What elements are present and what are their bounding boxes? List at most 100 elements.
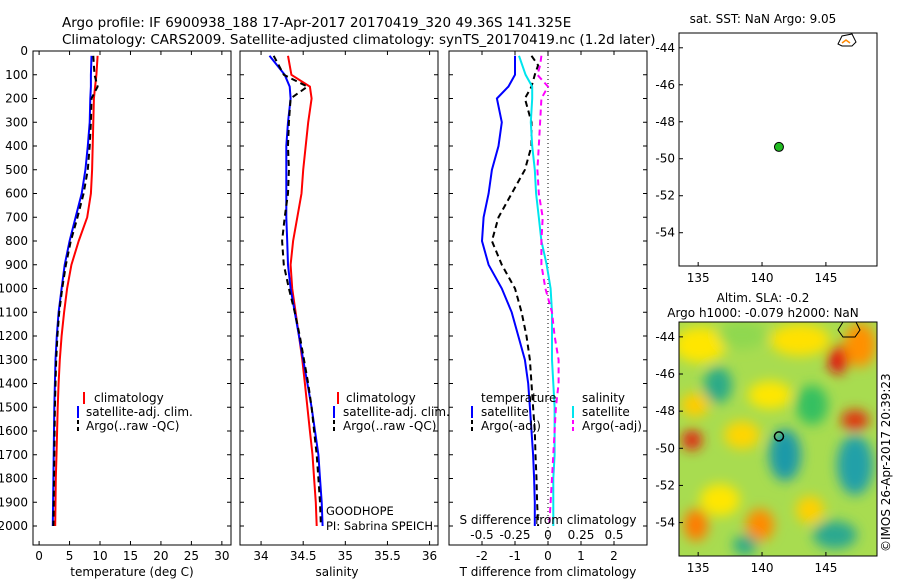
temperature-frame	[32, 50, 232, 546]
difference-legend-temperature: temperature satellite Argo(-adj)	[471, 391, 556, 433]
s-tick-label: -0.25	[499, 528, 530, 542]
lon-tick-label: 135	[687, 561, 710, 575]
x-tick-label: 36	[422, 549, 437, 563]
salinity-axis: 34 34.5 35 35.5 36	[253, 51, 437, 563]
legend-temperature-title: temperature	[481, 391, 556, 405]
legend-s-satellite: satellite	[582, 405, 630, 419]
legend-argo: Argo(..raw -QC)	[86, 419, 179, 433]
legend-t-argo: Argo(-adj)	[481, 419, 541, 433]
imos-credit: ©IMOS 26-Apr-2017 20:39:23	[879, 373, 893, 552]
depth-tick-label: 700	[5, 210, 28, 224]
x-tick-label: -1	[509, 549, 521, 563]
depth-tick-label: 1300	[0, 353, 28, 367]
legend-s-argo: Argo(-adj)	[582, 419, 642, 433]
s-tick-label: 0.5	[604, 528, 623, 542]
depth-tick-label: 2000	[0, 519, 28, 533]
s-difference-label: S difference from climatology	[460, 513, 637, 527]
lat-tick-label: -46	[655, 78, 675, 92]
depth-tick-label: 1500	[0, 400, 28, 414]
x-tick-label: 15	[123, 549, 138, 563]
depth-tick-label: 800	[5, 234, 28, 248]
x-tick-label: 1	[577, 549, 585, 563]
s-tick-label: 0	[544, 528, 552, 542]
depth-tick-label: 1800	[0, 472, 28, 486]
depth-tick-label: 500	[5, 163, 28, 177]
x-tick-label: 34.5	[290, 549, 317, 563]
depth-tick-label: 300	[5, 115, 28, 129]
x-tick-label: 35.5	[374, 549, 401, 563]
lat-tick-label: -52	[655, 478, 675, 492]
lat-tick-label: -52	[655, 189, 675, 203]
pi-label: PI: Sabrina SPEICH	[326, 519, 433, 533]
temperature-xlabel: temperature (deg C)	[70, 565, 193, 579]
depth-tick-label: 1400	[0, 377, 28, 391]
series-t_argo	[490, 55, 540, 527]
depth-tick-label: 1700	[0, 448, 28, 462]
depth-axis: 0 100 200 300 400 500 600 700 800 900 1000 1100 1200…	[0, 44, 231, 533]
series-argo	[52, 55, 99, 527]
series-argo	[272, 55, 322, 527]
depth-tick-label: 400	[5, 139, 28, 153]
x-tick-label: 35	[338, 549, 353, 563]
program-label: GOODHOPE	[326, 504, 394, 518]
lat-tick-label: -50	[655, 152, 675, 166]
sla-map-axes: 135 140 145 -44 -46 -48 -50 -52 -54	[655, 330, 837, 575]
s-tick-label: 0.25	[568, 528, 595, 542]
difference-legend-salinity: salinity satellite Argo(-adj)	[572, 391, 642, 433]
sst-map-axes: 135 140 145 -44 -46 -48 -50 -52 -54	[655, 41, 837, 285]
lat-tick-label: -50	[655, 441, 675, 455]
sla-map-panel: Altim. SLA: -0.2 Argo h1000: -0.079 h200…	[655, 291, 878, 575]
sst-map-title: sat. SST: NaN Argo: 9.05	[690, 12, 837, 26]
lat-tick-label: -46	[655, 367, 675, 381]
legend-argo: Argo(..raw -QC)	[343, 419, 436, 433]
lon-tick-label: 145	[814, 561, 837, 575]
lon-tick-label: 140	[751, 271, 774, 285]
series-clim	[54, 55, 99, 527]
temperature-legend: climatology satellite-adj. clim. Argo(..…	[77, 391, 193, 433]
x-tick-label: 5	[66, 549, 74, 563]
depth-tick-label: 1900	[0, 495, 28, 509]
x-tick-label: 10	[92, 549, 107, 563]
x-tick-label: -2	[476, 549, 488, 563]
depth-tick-label: 1100	[0, 305, 28, 319]
sst-edge	[841, 39, 851, 44]
x-tick-label: 30	[214, 549, 229, 563]
series-clim	[287, 55, 318, 527]
lon-tick-label: 140	[751, 561, 774, 575]
legend-satellite: satellite-adj. clim.	[86, 405, 193, 419]
depth-tick-label: 600	[5, 187, 28, 201]
sst-map-panel: sat. SST: NaN Argo: 9.05 135 140 145 -44 -46…	[655, 12, 878, 285]
depth-tick-label: 0	[20, 44, 28, 58]
t-difference-xlabel: T difference from climatology	[459, 565, 637, 579]
legend-climatology: climatology	[346, 391, 416, 405]
lat-tick-label: -44	[655, 41, 675, 55]
salinity-panel: 34 34.5 35 35.5 36 salinity climatology sate…	[239, 50, 450, 579]
header-line1: Argo profile: IF 6900938_188 17-Apr-2017…	[62, 15, 571, 31]
s-difference-axis: -0.5 -0.25 0 0.25 0.5	[470, 528, 623, 542]
t-difference-axis: -2 -1 0 1 2	[476, 51, 618, 563]
x-tick-label: 2	[610, 549, 618, 563]
depth-tick-label: 1200	[0, 329, 28, 343]
sla-heatmap	[679, 322, 877, 556]
x-tick-label: 0	[35, 549, 43, 563]
difference-frame	[448, 50, 648, 546]
depth-tick-label: 1000	[0, 282, 28, 296]
s-tick-label: -0.5	[470, 528, 493, 542]
coastline	[837, 33, 857, 47]
depth-tick-label: 200	[5, 92, 28, 106]
lon-tick-label: 145	[814, 271, 837, 285]
series-t_sat	[480, 55, 536, 526]
depth-tick-label: 100	[5, 68, 28, 82]
sla-coastline	[837, 321, 861, 338]
salinity-xlabel: salinity	[315, 565, 358, 579]
legend-salinity-title: salinity	[582, 391, 625, 405]
lon-tick-label: 135	[687, 271, 710, 285]
sla-map-title: Altim. SLA: -0.2	[717, 291, 810, 305]
temperature-panel: 0100200300400500600700800900100011001200…	[0, 44, 232, 579]
x-tick-label: 34	[253, 549, 268, 563]
legend-climatology: climatology	[94, 391, 164, 405]
lat-tick-label: -54	[655, 516, 675, 530]
lat-tick-label: -54	[655, 226, 675, 240]
depth-tick-label: 900	[5, 258, 28, 272]
